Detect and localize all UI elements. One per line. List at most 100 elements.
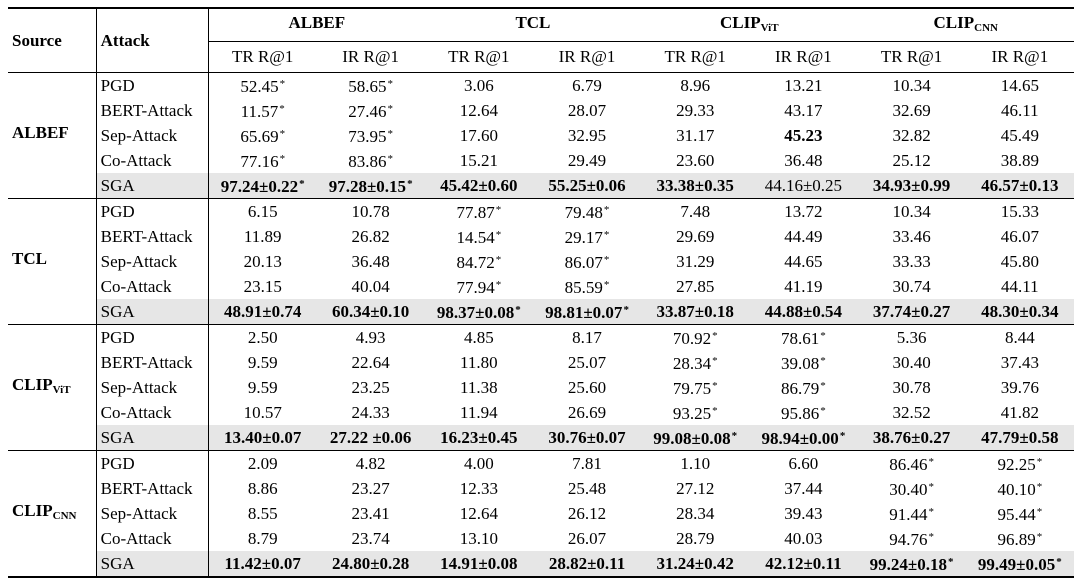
cell-value: 29.33 xyxy=(676,100,715,120)
white-box-marker-icon: * xyxy=(1036,531,1043,543)
cell-value: 92.25 xyxy=(997,455,1036,474)
white-box-marker-icon: * xyxy=(820,405,826,417)
value-cell: 12.64 xyxy=(425,501,533,526)
white-box-marker-icon: * xyxy=(948,556,954,568)
value-cell: 41.19 xyxy=(749,274,857,299)
cell-value: 32.82 xyxy=(892,125,931,145)
value-cell: 27.46* xyxy=(317,98,425,123)
cell-value: 44.11 xyxy=(1001,276,1039,296)
value-cell: 36.48 xyxy=(749,148,857,173)
cell-value: 8.17 xyxy=(572,327,602,347)
cell-value: 10.34 xyxy=(892,201,931,221)
value-cell: 26.07 xyxy=(533,526,641,551)
cell-value: 39.76 xyxy=(1000,377,1039,397)
value-cell: 95.86* xyxy=(749,400,857,425)
cell-value: 33.38±0.35 xyxy=(656,175,734,195)
value-cell: 44.49 xyxy=(749,224,857,249)
cell-value: 52.45 xyxy=(240,77,279,96)
white-box-marker-icon: * xyxy=(839,430,846,442)
value-cell: 23.27 xyxy=(317,476,425,501)
value-cell: 13.10 xyxy=(425,526,533,551)
value-cell: 30.40 xyxy=(857,350,965,375)
metric-header-ir: IR R@1 xyxy=(532,41,642,73)
cell-value: 94.76 xyxy=(889,530,928,549)
white-box-marker-icon: * xyxy=(299,178,305,190)
value-cell: 40.04 xyxy=(317,274,425,299)
cell-value: 33.46 xyxy=(892,226,931,246)
value-cell: 30.76±0.07 xyxy=(532,425,642,451)
value-cell: 78.61* xyxy=(749,324,858,350)
value-cell: 39.08* xyxy=(749,350,857,375)
model-header-clip-cnn: CLIPCNN xyxy=(857,8,1074,42)
value-cell: 13.40±0.07 xyxy=(207,425,317,451)
source-model-cell: CLIPViT xyxy=(8,324,97,451)
cell-value: 14.54 xyxy=(456,228,495,247)
source-model-subscript: CNN xyxy=(52,510,77,522)
cell-value: 79.75 xyxy=(672,379,712,398)
value-cell: 8.55 xyxy=(207,501,317,526)
attack-name-cell: Co-Attack xyxy=(95,274,209,299)
cell-value: 15.33 xyxy=(1000,201,1039,221)
white-box-marker-icon: * xyxy=(928,481,934,493)
cell-value: 44.16±0.25 xyxy=(764,175,843,195)
model-header-clip-vit: CLIPViT xyxy=(641,8,858,42)
attack-name-cell: PGD xyxy=(95,198,209,224)
value-cell: 37.44 xyxy=(749,476,857,501)
cell-value: 13.72 xyxy=(784,201,823,221)
cell-value: 10.57 xyxy=(243,402,282,422)
value-cell: 13.72 xyxy=(749,198,858,224)
cell-value: 9.59 xyxy=(247,352,278,372)
table-row: BERT-Attack 8.86 23.27 12.33 25.48 27.12 37.44… xyxy=(8,476,1074,501)
value-cell: 46.07 xyxy=(966,224,1074,249)
value-cell: 95.44* xyxy=(966,501,1074,526)
value-cell: 97.24±0.22* xyxy=(207,173,317,199)
table-row: Co-Attack 23.15 40.04 77.94* 85.59* 27.85 41.1… xyxy=(8,274,1074,299)
value-cell: 30.74 xyxy=(857,274,965,299)
cell-value: 23.27 xyxy=(351,478,390,498)
value-cell: 97.28±0.15* xyxy=(316,173,425,199)
value-cell: 32.69 xyxy=(857,98,965,123)
value-cell: 13.21 xyxy=(749,72,858,98)
cell-value: 36.48 xyxy=(784,150,823,170)
cell-value: 26.07 xyxy=(567,528,607,548)
attack-name-cell: Sep-Attack xyxy=(95,375,209,400)
white-box-marker-icon: * xyxy=(928,506,934,518)
value-cell: 16.23±0.45 xyxy=(424,425,533,451)
white-box-marker-icon: * xyxy=(387,153,394,165)
value-cell: 3.06 xyxy=(424,72,533,98)
value-cell: 93.25* xyxy=(641,400,749,425)
cell-value: 78.61 xyxy=(781,329,820,348)
value-cell: 94.76* xyxy=(857,526,965,551)
model-subscript: ViT xyxy=(760,21,779,34)
value-cell: 10.34 xyxy=(857,72,966,98)
table-row: Sep-Attack 9.59 23.25 11.38 25.60 79.75* 86.79… xyxy=(8,375,1074,400)
attack-name-cell: SGA xyxy=(95,425,209,451)
table-row: BERT-Attack 11.89 26.82 14.54* 29.17* 29.69 44… xyxy=(8,224,1074,249)
metric-header-ir: IR R@1 xyxy=(316,41,425,73)
results-table-container: Source Attack ALBEF TCL CLIPViT CLIPCNN … xyxy=(8,7,1074,578)
model-name: TCL xyxy=(515,12,551,32)
value-cell: 29.17* xyxy=(533,224,641,249)
cell-value: 73.95 xyxy=(348,127,387,146)
value-cell: 99.49±0.05* xyxy=(965,551,1074,577)
cell-value: 46.11 xyxy=(1001,100,1039,120)
attack-name-cell: BERT-Attack xyxy=(95,98,209,123)
value-cell: 33.46 xyxy=(857,224,965,249)
cell-value: 77.16 xyxy=(240,152,279,171)
value-cell: 33.33 xyxy=(857,249,965,274)
cell-value: 6.79 xyxy=(572,75,602,95)
metric-header-tr: TR R@1 xyxy=(207,41,317,73)
cell-value: 65.69 xyxy=(240,127,279,146)
value-cell: 27.12 xyxy=(641,476,749,501)
value-cell: 28.34 xyxy=(641,501,749,526)
cell-value: 98.94±0.00 xyxy=(761,429,839,448)
value-cell: 42.12±0.11 xyxy=(749,551,858,577)
model-header-tcl: TCL xyxy=(424,8,642,42)
value-cell: 8.96 xyxy=(641,72,750,98)
cell-value: 11.42±0.07 xyxy=(224,553,301,573)
value-cell: 44.88±0.54 xyxy=(749,299,858,325)
cell-value: 46.57±0.13 xyxy=(981,175,1059,195)
cell-value: 30.40 xyxy=(889,480,928,499)
white-box-marker-icon: * xyxy=(603,204,610,216)
cell-value: 23.15 xyxy=(243,276,282,296)
